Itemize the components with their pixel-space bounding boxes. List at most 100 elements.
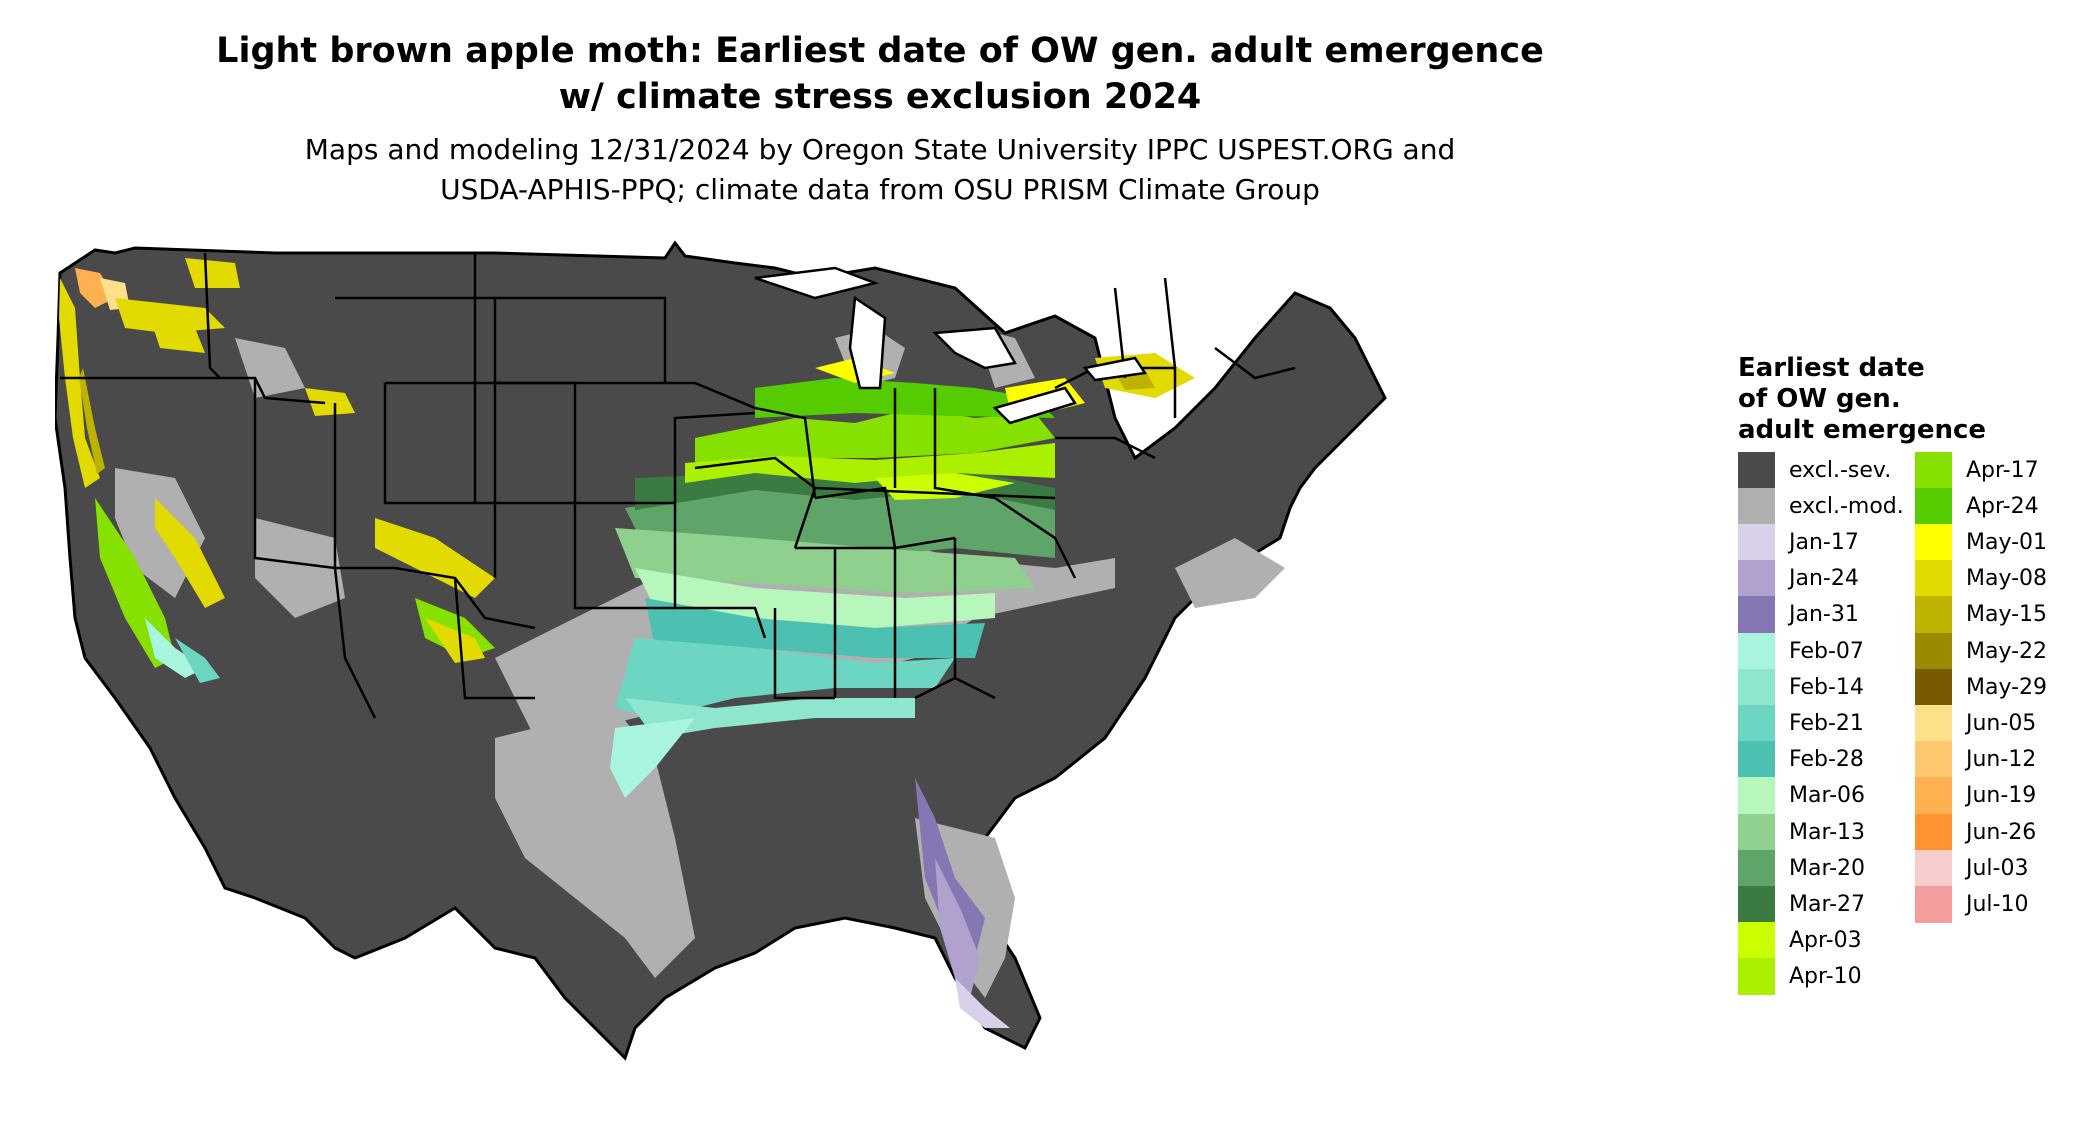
legend-label: Apr-03 — [1789, 928, 1862, 954]
legend-swatch — [1738, 632, 1775, 670]
legend-swatch — [1738, 668, 1775, 706]
map-title-line-1: Light brown apple moth: Earliest date of… — [216, 31, 1544, 71]
legend-title-line-3: adult emergence — [1738, 415, 1987, 445]
legend-swatch — [1738, 704, 1775, 742]
southern-bands — [610, 468, 1055, 1028]
legend-item: Jan-17 — [1738, 523, 1859, 561]
legend-item: Feb-28 — [1738, 741, 1864, 779]
legend-swatch — [1915, 777, 1952, 815]
legend-item: Mar-27 — [1738, 885, 1866, 923]
legend-label: Jan-31 — [1789, 602, 1859, 628]
legend-item: Jan-31 — [1738, 596, 1859, 634]
legend-swatch — [1738, 523, 1775, 561]
legend-label: Apr-10 — [1789, 964, 1862, 990]
legend-item: Apr-03 — [1738, 922, 1862, 960]
legend-label: Jul-03 — [1966, 855, 2029, 881]
legend-swatch — [1738, 487, 1775, 525]
legend-swatch — [1738, 741, 1775, 779]
legend-swatch — [1738, 958, 1775, 996]
legend-item: Jul-10 — [1915, 885, 2029, 923]
legend-label: Apr-17 — [1966, 457, 2039, 483]
legend-swatch — [1915, 813, 1952, 851]
legend-item: Feb-07 — [1738, 632, 1864, 670]
legend-label: Mar-27 — [1789, 891, 1866, 917]
legend-swatch — [1915, 668, 1952, 706]
us-map-svg — [53, 240, 1387, 1061]
legend-label: Feb-21 — [1789, 710, 1864, 736]
western-colors — [59, 258, 495, 683]
legend-item: Mar-13 — [1738, 813, 1866, 851]
legend-swatch — [1738, 922, 1775, 960]
map-subtitle: Maps and modeling 12/31/2024 by Oregon S… — [60, 130, 1700, 210]
legend-label: Mar-06 — [1789, 783, 1866, 809]
legend-item: Feb-14 — [1738, 668, 1864, 706]
legend-label: Apr-24 — [1966, 493, 2039, 519]
legend-title-line-2: of OW gen. — [1738, 384, 1901, 414]
legend-item: Jul-03 — [1915, 849, 2029, 887]
legend-swatch — [1915, 885, 1952, 923]
legend-label: May-22 — [1966, 638, 2048, 664]
legend-label: Jun-26 — [1966, 819, 2037, 845]
legend-swatch — [1915, 560, 1952, 598]
legend-item: Jun-12 — [1915, 741, 2037, 779]
legend-item: Jun-05 — [1915, 704, 2037, 742]
legend-label: excl.-sev. — [1789, 457, 1892, 483]
legend-label: Mar-20 — [1789, 855, 1866, 881]
legend-label: May-08 — [1966, 566, 2048, 592]
legend-label: May-29 — [1966, 674, 2048, 700]
legend-title-line-1: Earliest date — [1738, 353, 1925, 383]
legend-label: Jan-17 — [1789, 529, 1859, 555]
legend-label: excl.-mod. — [1789, 493, 1904, 519]
legend-label: Jul-10 — [1966, 891, 2029, 917]
legend-label: Jun-12 — [1966, 747, 2037, 773]
legend-label: Mar-13 — [1789, 819, 1866, 845]
legend-item: Feb-21 — [1738, 704, 1864, 742]
legend-swatch — [1915, 704, 1952, 742]
legend-item: excl.-sev. — [1738, 451, 1892, 489]
legend-label: Feb-28 — [1789, 747, 1864, 773]
legend-item: May-22 — [1915, 632, 2048, 670]
legend-swatch — [1915, 741, 1952, 779]
legend-item: May-29 — [1915, 668, 2048, 706]
legend-label: Jun-19 — [1966, 783, 2037, 809]
legend-label: Jun-05 — [1966, 710, 2037, 736]
legend-swatch — [1738, 813, 1775, 851]
legend-swatch — [1915, 596, 1952, 634]
legend-swatch — [1915, 849, 1952, 887]
legend-swatch — [1915, 487, 1952, 525]
legend-title: Earliest date of OW gen. adult emergence — [1738, 353, 1986, 446]
legend-item: Apr-24 — [1915, 487, 2039, 525]
map-title-line-2: w/ climate stress exclusion 2024 — [558, 77, 1202, 117]
legend-swatch — [1738, 849, 1775, 887]
legend-label: May-15 — [1966, 602, 2048, 628]
great-lakes — [754, 266, 1148, 425]
legend-swatch — [1738, 560, 1775, 598]
legend-swatch — [1738, 451, 1775, 489]
state-boundaries — [60, 252, 1296, 719]
legend-label: May-01 — [1966, 529, 2048, 555]
legend-swatch — [1738, 885, 1775, 923]
legend-item: May-01 — [1915, 523, 2048, 561]
legend-item: Jun-26 — [1915, 813, 2037, 851]
legend-label: Feb-07 — [1789, 638, 1864, 664]
legend-item: May-08 — [1915, 560, 2048, 598]
legend-item: Apr-10 — [1738, 958, 1862, 996]
legend-swatch — [1915, 451, 1952, 489]
legend-item: Jun-19 — [1915, 777, 2037, 815]
legend-item: Mar-06 — [1738, 777, 1866, 815]
legend-swatch — [1738, 596, 1775, 634]
legend-swatch — [1915, 523, 1952, 561]
legend-item: Apr-17 — [1915, 451, 2039, 489]
map-subtitle-line-2: USDA-APHIS-PPQ; climate data from OSU PR… — [440, 173, 1320, 206]
legend-item: May-15 — [1915, 596, 2048, 634]
map-title: Light brown apple moth: Earliest date of… — [60, 28, 1700, 120]
legend-item: excl.-mod. — [1738, 487, 1904, 525]
legend-item: Mar-20 — [1738, 849, 1866, 887]
legend-swatch — [1738, 777, 1775, 815]
map-subtitle-line-1: Maps and modeling 12/31/2024 by Oregon S… — [304, 133, 1456, 166]
legend-swatch — [1915, 632, 1952, 670]
legend-label: Jan-24 — [1789, 566, 1859, 592]
us-map — [53, 238, 1705, 1118]
legend-item: Jan-24 — [1738, 560, 1859, 598]
legend-label: Feb-14 — [1789, 674, 1864, 700]
